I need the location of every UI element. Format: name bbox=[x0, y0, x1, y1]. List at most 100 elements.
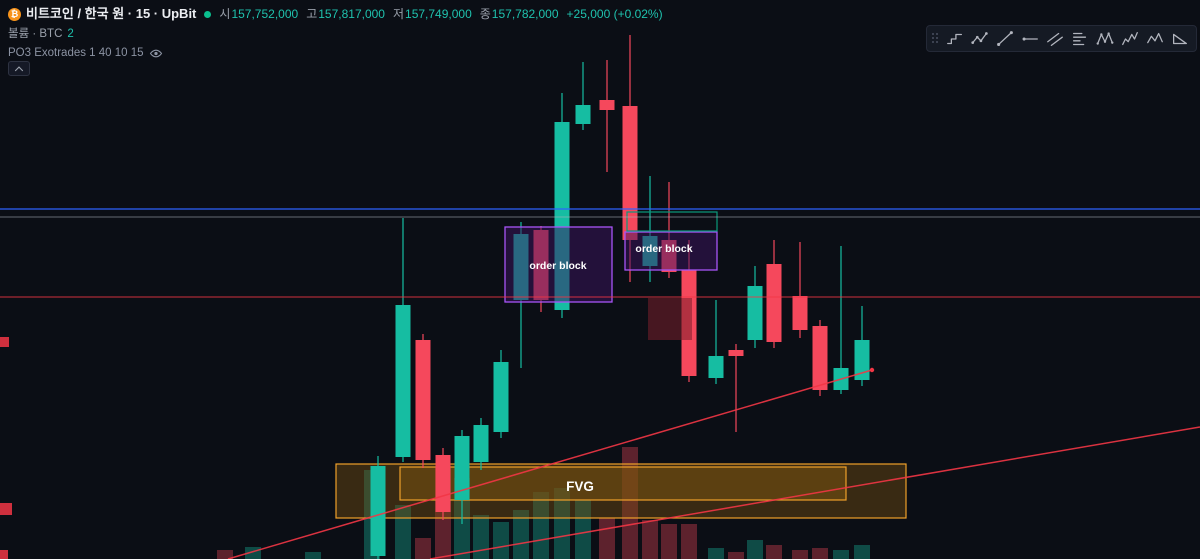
high-label: 고 bbox=[306, 7, 318, 21]
left-edge-red-mark bbox=[0, 503, 12, 515]
close-value: 157,782,000 bbox=[491, 7, 559, 21]
bitcoin-logo-icon: ₿ bbox=[8, 7, 21, 21]
volume-bar bbox=[747, 540, 763, 559]
order-block-label: order block bbox=[635, 243, 692, 255]
indicator-label: PO3 Exotrades 1 40 10 15 bbox=[8, 47, 144, 59]
candle-up bbox=[473, 418, 489, 470]
candle-body bbox=[575, 105, 591, 124]
indicator-row[interactable]: PO3 Exotrades 1 40 10 15 bbox=[8, 45, 663, 61]
volume-bar bbox=[575, 500, 591, 559]
order-block-label: order block bbox=[529, 260, 586, 272]
left-edge-red-mark bbox=[0, 337, 9, 347]
candle-body bbox=[435, 455, 451, 512]
volume-bar bbox=[708, 548, 724, 559]
volume-bar bbox=[305, 552, 321, 559]
collapse-legend-button[interactable] bbox=[8, 61, 30, 76]
toolbar-icon-step-line[interactable] bbox=[943, 28, 967, 49]
candle-up bbox=[493, 350, 509, 438]
toolbar-drag-handle[interactable] bbox=[932, 33, 939, 44]
volume-bar bbox=[217, 550, 233, 559]
fvg-drawing[interactable] bbox=[335, 463, 907, 519]
ohlc-values: 시157,752,000 고157,817,000 저157,749,000 종… bbox=[219, 6, 662, 22]
toolbar-icon-xabcd-pattern[interactable] bbox=[1093, 28, 1117, 49]
volume-bar bbox=[812, 548, 828, 559]
favorites-drawing-toolbar bbox=[926, 25, 1197, 52]
red-zone-box[interactable] bbox=[648, 298, 692, 340]
candle-body bbox=[812, 326, 828, 390]
volume-bar bbox=[728, 552, 744, 559]
left-edge-red-mark bbox=[0, 550, 8, 559]
volume-value: 2 bbox=[67, 28, 74, 40]
candle-body bbox=[493, 362, 509, 432]
toolbar-icon-volume-profile[interactable] bbox=[1068, 28, 1092, 49]
candle-down bbox=[766, 240, 782, 348]
volume-bar bbox=[766, 545, 782, 559]
candle-down bbox=[415, 334, 431, 468]
symbol-row: ₿ 비트코인 / 한국 원 · 15 · UpBit 시157,752,000 … bbox=[8, 6, 663, 22]
symbol-title[interactable]: 비트코인 / 한국 원 · 15 · UpBit bbox=[26, 6, 197, 21]
trend-line-endpoint[interactable] bbox=[869, 367, 875, 373]
eye-icon[interactable] bbox=[149, 48, 163, 59]
candle-body bbox=[415, 340, 431, 460]
trend-line-1[interactable] bbox=[227, 369, 873, 559]
volume-bar bbox=[513, 510, 529, 559]
price-change: +25,000 (+0.02%) bbox=[566, 7, 663, 21]
volume-bar bbox=[661, 524, 677, 559]
volume-bar bbox=[554, 488, 570, 559]
volume-bar bbox=[533, 492, 549, 559]
toolbar-icon-horizontal-ray[interactable] bbox=[1018, 28, 1042, 49]
close-label: 종 bbox=[479, 7, 491, 21]
candle-down bbox=[792, 242, 808, 338]
chevron-up-icon bbox=[14, 66, 24, 72]
volume-bar bbox=[642, 520, 658, 559]
candle-body bbox=[766, 264, 782, 342]
volume-bar bbox=[473, 515, 489, 559]
line-drawings[interactable] bbox=[0, 208, 1200, 559]
open-value: 157,752,000 bbox=[231, 7, 299, 21]
candle-body bbox=[792, 296, 808, 330]
zone-drawings[interactable] bbox=[504, 211, 718, 340]
volume-bar bbox=[681, 524, 697, 559]
candle-body bbox=[599, 100, 615, 110]
market-status-dot bbox=[204, 10, 212, 18]
toolbar-icon-parallel-channel[interactable] bbox=[1043, 28, 1067, 49]
low-label: 저 bbox=[392, 7, 405, 21]
fvg-box-inner[interactable] bbox=[399, 466, 847, 501]
toolbar-icon-triangle-pattern[interactable] bbox=[1168, 28, 1192, 49]
candle-up bbox=[395, 218, 411, 462]
volume-bar bbox=[493, 522, 509, 559]
candle-body bbox=[747, 286, 763, 340]
open-label: 시 bbox=[219, 7, 231, 21]
order-block-box[interactable] bbox=[624, 231, 718, 271]
volume-row[interactable]: 볼륨 · BTC 2 bbox=[8, 26, 663, 42]
candle-up bbox=[370, 456, 386, 559]
toolbar-icon-marked-polyline[interactable] bbox=[968, 28, 992, 49]
order-block-box[interactable] bbox=[504, 226, 613, 303]
volume-bar bbox=[833, 550, 849, 559]
high-value: 157,817,000 bbox=[318, 7, 385, 21]
fvg-label: FVG bbox=[566, 479, 594, 494]
candle-body bbox=[728, 350, 744, 356]
candle-body bbox=[473, 425, 489, 462]
candle-body bbox=[854, 340, 870, 380]
candle-body bbox=[454, 436, 470, 500]
volume-bar bbox=[599, 518, 615, 559]
candle-up bbox=[747, 266, 763, 348]
candle-body bbox=[622, 106, 638, 240]
volume-bar bbox=[792, 550, 808, 559]
chart-legend: ₿ 비트코인 / 한국 원 · 15 · UpBit 시157,752,000 … bbox=[8, 6, 663, 61]
low-value: 157,749,000 bbox=[405, 7, 472, 21]
toolbar-icon-zigzag-pattern[interactable] bbox=[1143, 28, 1167, 49]
candle-up bbox=[833, 246, 849, 394]
candle-down bbox=[435, 448, 451, 520]
trend-line-2[interactable] bbox=[429, 426, 1200, 559]
volume-bar bbox=[854, 545, 870, 559]
candle-down bbox=[599, 60, 615, 172]
green-box[interactable] bbox=[626, 211, 718, 232]
candle-body bbox=[708, 356, 724, 378]
toolbar-icon-elliott-wave[interactable] bbox=[1118, 28, 1142, 49]
drawing-labels: order block order block FVG bbox=[529, 243, 692, 494]
toolbar-icon-trend-line[interactable] bbox=[993, 28, 1017, 49]
